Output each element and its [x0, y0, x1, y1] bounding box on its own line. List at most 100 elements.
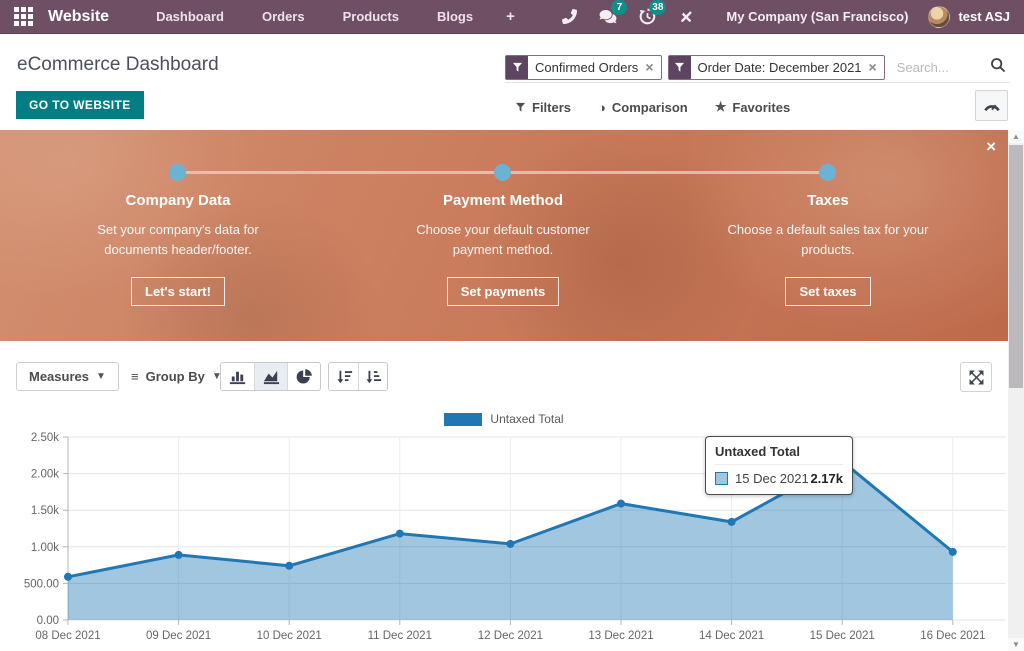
expand-chart-button[interactable]: [960, 362, 992, 392]
set-payments-button[interactable]: Set payments: [446, 277, 560, 307]
chart-tooltip: Untaxed Total 15 Dec 2021 2.17k: [705, 436, 853, 495]
tools-icon[interactable]: [673, 6, 699, 28]
svg-text:08 Dec 2021: 08 Dec 2021: [35, 630, 100, 642]
svg-text:09 Dec 2021: 09 Dec 2021: [146, 630, 211, 642]
app-brand[interactable]: Website: [48, 7, 110, 25]
sort-switcher: [328, 362, 388, 391]
nav-item-dashboard[interactable]: Dashboard: [156, 8, 224, 24]
user-menu[interactable]: test ASJ: [958, 9, 1010, 24]
sort-ascending-button[interactable]: [358, 363, 387, 390]
apps-menu-icon[interactable]: [14, 7, 33, 26]
tooltip-label: 15 Dec 2021: [735, 471, 809, 486]
svg-text:1.00k: 1.00k: [31, 542, 59, 554]
onboarding-banner: × Company Data Set your company's data f…: [0, 130, 1008, 341]
onboarding-step-taxes: Taxes Choose a default sales tax for you…: [688, 192, 968, 307]
group-by-button[interactable]: ≡ Group By ▼: [118, 362, 235, 391]
filter-funnel-icon: [668, 55, 691, 79]
svg-text:11 Dec 2021: 11 Dec 2021: [368, 630, 432, 642]
facet-remove-icon[interactable]: ×: [868, 59, 877, 75]
area-chart-canvas[interactable]: 0.00 500.00 1.00k 1.50k 2.00k 2.50k 08 Dec 202…: [0, 430, 1008, 651]
set-taxes-button[interactable]: Set taxes: [785, 277, 871, 307]
comparison-icon: ◑: [598, 99, 606, 115]
scrollbar-thumb[interactable]: [1009, 145, 1023, 388]
lets-start-button[interactable]: Let's start!: [131, 277, 225, 307]
svg-text:1.50k: 1.50k: [31, 505, 59, 517]
onboarding-step-payment-method: Payment Method Choose your default custo…: [363, 192, 643, 307]
search-icon[interactable]: [990, 57, 1006, 78]
comparison-menu[interactable]: ◑ Comparison: [598, 99, 688, 115]
facet-order-date[interactable]: Order Date: December 2021 ×: [667, 54, 885, 80]
step-dot-taxes: [819, 164, 836, 181]
pie-chart-icon: [296, 368, 312, 384]
search-input[interactable]: [890, 59, 990, 75]
svg-text:2.50k: 2.50k: [31, 432, 59, 444]
filters-menu[interactable]: Filters: [515, 100, 571, 115]
nav-item-products[interactable]: Products: [342, 8, 399, 24]
go-to-website-button[interactable]: GO TO WEBSITE: [16, 91, 144, 119]
dashboard-view-button[interactable]: [975, 90, 1008, 121]
chevron-down-icon: ▼: [95, 371, 106, 382]
svg-text:13 Dec 2021: 13 Dec 2021: [588, 630, 653, 642]
svg-text:15 Dec 2021: 15 Dec 2021: [810, 630, 875, 642]
legend-swatch: [444, 412, 483, 426]
gauge-icon: [983, 104, 1000, 112]
search-options: Filters ◑ Comparison ★ Favorites: [515, 97, 790, 117]
activities-count-badge: 38: [649, 0, 667, 15]
svg-text:12 Dec 2021: 12 Dec 2021: [478, 630, 543, 642]
facet-remove-icon[interactable]: ×: [645, 59, 654, 75]
bar-chart-icon: [229, 371, 246, 385]
step-description: Set your company's data for documents he…: [97, 222, 259, 258]
scroll-up-arrow[interactable]: ▲: [1008, 130, 1024, 143]
step-title: Payment Method: [442, 192, 563, 209]
page-title: eCommerce Dashboard: [17, 54, 219, 75]
step-title: Taxes: [807, 192, 849, 209]
line-chart-button[interactable]: [254, 363, 287, 390]
vertical-scrollbar: ▲ ▼: [1008, 130, 1024, 651]
svg-text:10 Dec 2021: 10 Dec 2021: [257, 630, 322, 642]
svg-text:2.00k: 2.00k: [31, 469, 59, 481]
activities-clock-icon[interactable]: 38: [634, 0, 667, 28]
messages-count-badge: 7: [611, 0, 628, 15]
filters-funnel-icon: [515, 102, 526, 112]
list-icon: ≡: [131, 369, 139, 384]
bar-chart-button[interactable]: [221, 363, 254, 390]
favorites-menu[interactable]: ★ Favorites: [714, 99, 791, 115]
step-description: Choose your default customer payment met…: [416, 222, 590, 258]
favorites-star-icon: ★: [714, 99, 727, 114]
new-content-button[interactable]: +: [506, 7, 515, 25]
company-switcher[interactable]: My Company (San Francisco): [726, 9, 909, 24]
scroll-down-arrow[interactable]: ▼: [1008, 638, 1024, 651]
step-description: Choose a default sales tax for your prod…: [727, 222, 929, 258]
area-chart-icon: [263, 370, 279, 385]
expand-arrows-icon: [969, 370, 983, 384]
user-avatar[interactable]: [928, 5, 951, 28]
tooltip-value: 2.17k: [810, 471, 843, 486]
chart-type-switcher: [220, 362, 321, 391]
svg-text:500.00: 500.00: [24, 578, 59, 590]
measures-button[interactable]: Measures ▼: [16, 362, 119, 391]
nav-item-orders[interactable]: Orders: [261, 8, 305, 24]
chart-legend[interactable]: Untaxed Total: [0, 412, 1008, 426]
onboarding-step-company-data: Company Data Set your company's data for…: [38, 192, 318, 307]
sort-desc-icon: [337, 370, 352, 383]
chevron-down-icon: ▼: [211, 371, 222, 382]
messages-icon[interactable]: 7: [595, 0, 628, 28]
filter-funnel-icon: [506, 55, 528, 79]
nav-item-blogs[interactable]: Blogs: [436, 8, 474, 24]
sort-descending-button[interactable]: [329, 363, 358, 390]
facet-label: Order Date: December 2021: [697, 59, 862, 75]
svg-text:0.00: 0.00: [37, 615, 59, 627]
tooltip-title: Untaxed Total: [715, 444, 843, 465]
step-title: Company Data: [125, 192, 231, 209]
sort-asc-icon: [366, 370, 382, 383]
tooltip-swatch: [715, 472, 728, 485]
step-dot-company-data: [169, 164, 186, 181]
banner-close-icon[interactable]: ×: [986, 137, 996, 156]
search-bar: Confirmed Orders × Order Date: December …: [505, 52, 1010, 83]
top-navbar: Website Dashboard Orders Products Blogs …: [0, 0, 1024, 34]
pie-chart-button[interactable]: [287, 363, 320, 390]
facet-confirmed-orders[interactable]: Confirmed Orders ×: [505, 54, 662, 80]
step-dot-payment-method: [494, 164, 511, 181]
phone-icon[interactable]: [556, 6, 582, 28]
